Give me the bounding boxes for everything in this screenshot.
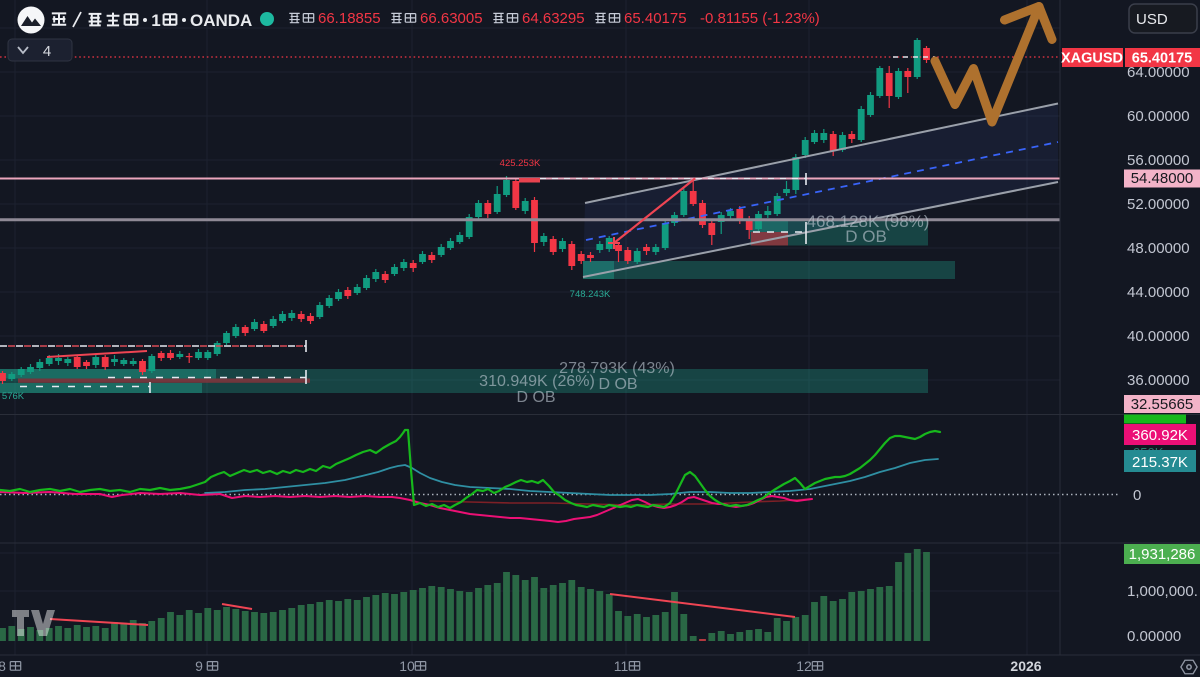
svg-text:425.253K: 425.253K — [500, 158, 541, 169]
svg-text:468.128K (98%): 468.128K (98%) — [807, 212, 930, 231]
svg-text:215.37K: 215.37K — [1132, 454, 1188, 471]
svg-text:56.00000: 56.00000 — [1127, 152, 1190, 169]
svg-text:2026: 2026 — [1010, 658, 1041, 674]
svg-text:360.92K: 360.92K — [1132, 427, 1188, 444]
svg-text:12: 12 — [796, 658, 812, 674]
svg-text:1: 1 — [151, 11, 160, 30]
svg-text:66.18855: 66.18855 — [318, 10, 381, 27]
svg-text:64.63295: 64.63295 — [522, 10, 585, 27]
svg-text:0: 0 — [1133, 487, 1141, 504]
svg-text:44.00000: 44.00000 — [1127, 284, 1190, 301]
svg-text:OANDA: OANDA — [190, 11, 252, 30]
svg-text:32.55665: 32.55665 — [1131, 396, 1194, 413]
svg-text:65.40175: 65.40175 — [624, 10, 687, 27]
svg-text:1,931,286: 1,931,286 — [1129, 546, 1196, 563]
svg-text:576K: 576K — [2, 391, 25, 402]
svg-text:64.00000: 64.00000 — [1127, 64, 1190, 81]
svg-text:11: 11 — [614, 658, 629, 674]
svg-text:40.00000: 40.00000 — [1127, 328, 1190, 345]
svg-text:USD: USD — [1136, 11, 1168, 28]
svg-text:60.00000: 60.00000 — [1127, 108, 1190, 125]
svg-text:52.00000: 52.00000 — [1127, 196, 1190, 213]
svg-text:65.40175: 65.40175 — [1132, 51, 1192, 67]
svg-text:48.00000: 48.00000 — [1127, 240, 1190, 257]
svg-text:9: 9 — [195, 658, 203, 674]
svg-text:8: 8 — [0, 658, 6, 674]
svg-text:1,000,000.: 1,000,000. — [1127, 583, 1198, 600]
svg-text:-0.81155 (-1.23%): -0.81155 (-1.23%) — [700, 10, 820, 27]
svg-text:66.63005: 66.63005 — [420, 10, 483, 27]
svg-text:36.00000: 36.00000 — [1127, 372, 1190, 389]
svg-text:0.00000: 0.00000 — [1127, 628, 1181, 645]
svg-text:310.949K (26%): 310.949K (26%) — [479, 373, 595, 390]
svg-text:54.48000: 54.48000 — [1131, 170, 1194, 187]
svg-text:XAGUSD: XAGUSD — [1061, 51, 1123, 67]
svg-text:D OB: D OB — [598, 376, 637, 393]
svg-text:278.793K (43%): 278.793K (43%) — [559, 360, 675, 377]
svg-text:D OB: D OB — [516, 389, 555, 406]
svg-text:748.243K: 748.243K — [570, 289, 611, 300]
svg-text:4: 4 — [43, 43, 51, 60]
svg-text:D OB: D OB — [845, 227, 887, 246]
svg-text:10: 10 — [399, 658, 415, 674]
